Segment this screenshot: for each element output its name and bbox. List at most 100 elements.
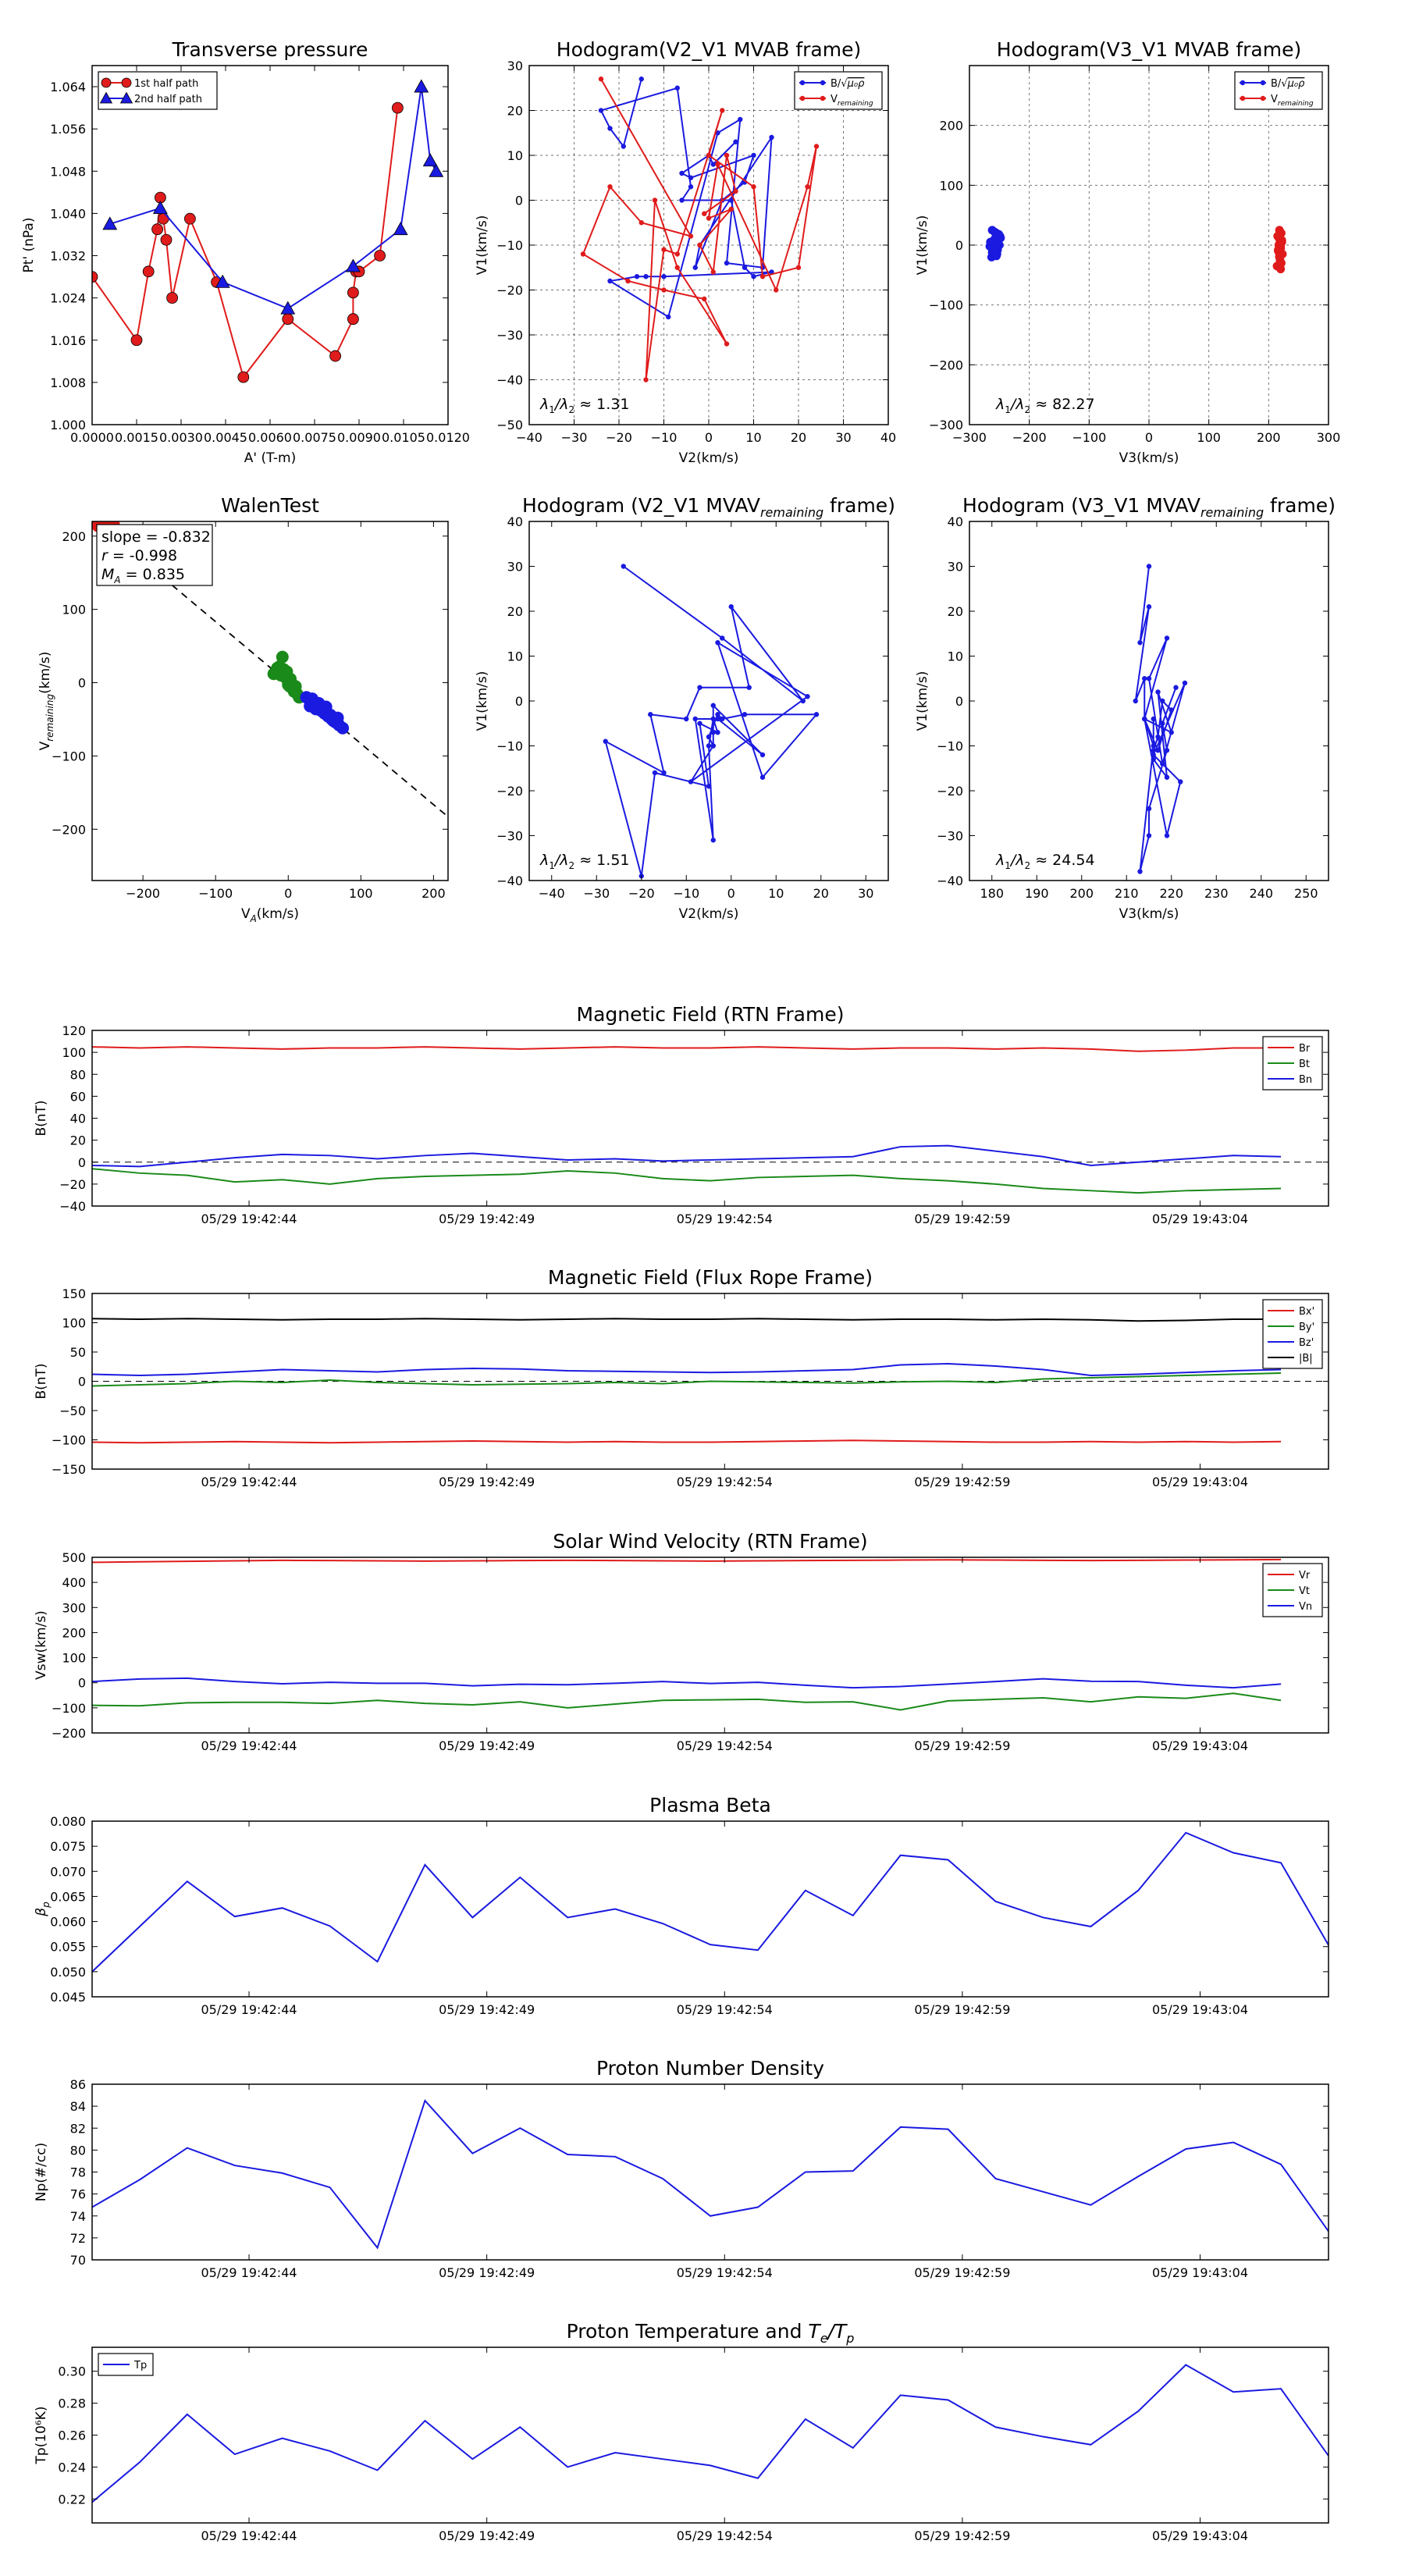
x-tick-label: 05/29 19:42:49 [439,1475,535,1489]
x-tick-label: 05/29 19:42:54 [677,1475,773,1489]
y-tick-label: 500 [62,1550,86,1565]
legend-marker [1260,80,1266,86]
axes-frame [91,1557,1329,1734]
plot-area [580,76,820,382]
x-tick-label: −10 [673,886,699,901]
data-point [679,170,685,176]
data-point [305,692,318,706]
y-axis-label: Pt' (nPa) [21,218,37,273]
chart-title: Magnetic Field (Flux Rope Frame) [548,1266,873,1289]
y-tick-label: 1.064 [50,80,86,94]
data-point [643,377,649,382]
data-point [607,278,613,284]
data-point [733,139,738,144]
x-tick-label: 0.0075 [293,430,336,445]
x-tick-label: 05/29 19:42:44 [201,2528,297,2543]
axes-frame [528,521,889,881]
data-point [393,222,408,236]
data-point [728,206,734,212]
legend-label: Vremaining [1271,94,1314,108]
y-tick-label: −40 [937,873,963,888]
stats-line: slope = -0.832 [101,528,211,546]
data-point [429,163,444,177]
x-tick-label: 0.0045 [204,430,247,445]
legend-label: Bn [1299,1074,1312,1086]
data-point [692,716,698,722]
y-tick-label: −10 [496,739,523,754]
data-point [738,116,743,123]
data-point [674,265,680,270]
series-line-1 [92,1692,1282,1711]
data-point [638,76,644,82]
legend-label: Vt [1299,1585,1310,1597]
y-tick-label: 74 [70,2209,86,2224]
legend-label: 1st half path [134,78,198,90]
x-tick-label: 05/29 19:42:54 [677,1212,773,1226]
data-point [702,211,707,216]
data-point [102,216,118,230]
chart-h1: Hodogram(V2_V1 MVAB frame) −40 −30 −20 −10 0 1… [475,38,896,466]
x-tick-label: 0.0015 [115,430,158,445]
data-point [774,287,779,293]
y-tick-label: 0.055 [50,1940,86,1955]
data-point [1133,698,1138,704]
plot-area [92,1831,1329,1973]
x-tick-label: 05/29 19:43:04 [1152,2265,1248,2280]
y-tick-label: −150 [52,1462,86,1477]
chart-brtn: Magnetic Field (RTN Frame) 05/29 19:42:44… [34,1003,1329,1226]
y-tick-label: 0 [515,194,523,208]
plot-area [985,226,1287,274]
x-tick-label: 05/29 19:42:59 [914,1475,1010,1489]
x-tick-label: 0.0120 [426,430,470,445]
data-point [1160,720,1165,726]
data-point [638,220,644,226]
x-tick-label: −200 [1012,430,1047,445]
eigen-ratio-annotation: λ1/λ2 ≈ 1.31 [539,396,630,415]
y-tick-label: 80 [70,1067,86,1082]
legend-marker [820,80,826,86]
x-tick-label: 0.0000 [70,430,114,445]
chart-walen: WalenTest −200 −100 0 100 200 −200 −100 0 100 200 V… [37,494,449,924]
y-tick-label: 10 [507,649,523,664]
data-point [603,738,608,744]
data-point [684,716,689,722]
series-line-1 [92,1168,1282,1194]
data-point [634,274,640,279]
x-axis-label: V3(km/s) [1119,450,1179,466]
axes-frame [91,1820,1329,1998]
x-tick-label: 190 [1025,886,1049,901]
data-point [720,635,725,641]
y-tick-label: −20 [59,1177,86,1192]
data-point [282,678,295,692]
data-point [621,564,626,569]
y-axis-label: B(nT) [34,1363,49,1399]
x-tick-label: 200 [1257,430,1281,445]
chart-tp2: Proton Temperature and Te/Tp 05/29 19:42:… [34,2320,1329,2543]
data-point [751,274,756,279]
x-tick-label: 100 [349,886,373,901]
y-tick-label: 1.040 [50,206,86,221]
x-tick-label: 05/29 19:42:59 [914,1212,1010,1226]
y-axis-label: V1(km/s) [475,671,490,731]
x-tick-label: 0 [727,886,735,901]
legend-marker [820,95,826,101]
data-point [1182,680,1188,686]
y-tick-label: −100 [52,749,86,763]
y-tick-label: 400 [62,1575,86,1590]
data-point [648,712,653,717]
data-point [1155,689,1161,695]
x-axis-label: V3(km/s) [1119,906,1179,922]
legend-marker [1260,95,1266,101]
x-tick-label: 0.0090 [337,430,381,445]
data-point [805,184,810,190]
x-tick-label: 05/29 19:42:44 [201,1475,297,1489]
x-axis-label: VA(km/s) [241,906,299,924]
y-tick-label: −200 [52,1726,86,1741]
x-tick-label: 100 [1197,430,1221,445]
x-tick-label: 30 [858,886,873,901]
data-point [710,703,716,708]
x-tick-label: 0.0060 [248,430,292,445]
data-point [1151,756,1156,762]
data-point [728,197,734,203]
